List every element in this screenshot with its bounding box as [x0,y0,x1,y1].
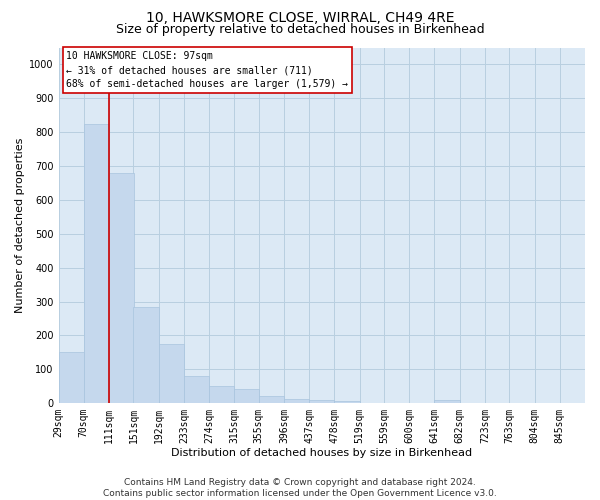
Bar [158,344,184,403]
Bar [259,396,284,403]
Text: Size of property relative to detached houses in Birkenhead: Size of property relative to detached ho… [116,22,484,36]
Text: Contains HM Land Registry data © Crown copyright and database right 2024.
Contai: Contains HM Land Registry data © Crown c… [103,478,497,498]
Bar [84,124,109,403]
Bar [209,386,234,403]
Bar [133,306,158,403]
Bar [309,400,334,403]
X-axis label: Distribution of detached houses by size in Birkenhead: Distribution of detached houses by size … [171,448,472,458]
Text: 10, HAWKSMORE CLOSE, WIRRAL, CH49 4RE: 10, HAWKSMORE CLOSE, WIRRAL, CH49 4RE [146,11,454,25]
Bar [334,401,359,403]
Y-axis label: Number of detached properties: Number of detached properties [15,138,25,313]
Text: 10 HAWKSMORE CLOSE: 97sqm
← 31% of detached houses are smaller (711)
68% of semi: 10 HAWKSMORE CLOSE: 97sqm ← 31% of detac… [67,51,349,89]
Bar [234,389,259,403]
Bar [434,400,460,403]
Bar [109,173,134,403]
Bar [284,399,309,403]
Bar [184,376,209,403]
Bar [59,352,84,403]
